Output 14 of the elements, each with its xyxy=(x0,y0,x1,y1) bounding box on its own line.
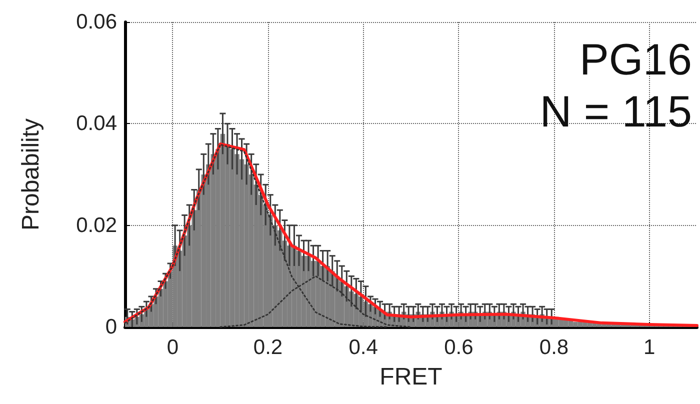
y-axis-title: Probability xyxy=(18,118,44,231)
x-axis-title: FRET xyxy=(380,364,443,390)
y-tick-label: 0 xyxy=(105,316,117,338)
x-tick-label: 0.4 xyxy=(348,336,378,359)
x-tick-label: 0.8 xyxy=(539,336,569,359)
x-tick-label: 0 xyxy=(166,336,179,359)
x-tick-label: 0.2 xyxy=(253,336,283,359)
y-tick-label: 0.02 xyxy=(76,214,117,237)
x-tick-label: 1 xyxy=(643,336,656,359)
annotation: N = 115 xyxy=(540,88,692,136)
x-tick-label: 0.6 xyxy=(444,336,474,359)
y-tick-label: 0.06 xyxy=(76,10,117,34)
annotation: PG16 xyxy=(579,36,692,84)
y-tick-label: 0.04 xyxy=(76,112,118,136)
